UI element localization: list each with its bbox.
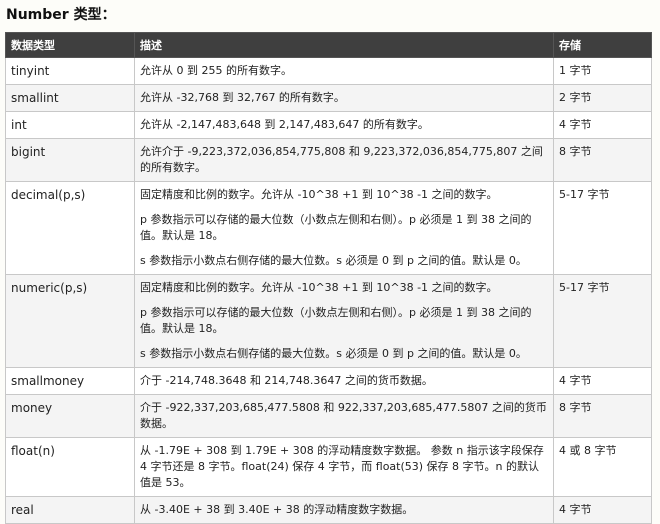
table-row: tinyint 允许从 0 到 255 的所有数字。 1 字节: [5, 57, 652, 85]
storage-cell: 4 字节: [553, 496, 652, 524]
description-cell: 允许从 0 到 255 的所有数字。: [134, 57, 554, 85]
type-cell: int: [5, 111, 135, 139]
storage-cell: 5-17 字节: [553, 181, 652, 275]
header-type: 数据类型: [5, 32, 135, 58]
storage-cell: 4 或 8 字节: [553, 437, 652, 497]
table-row: smallint 允许从 -32,768 到 32,767 的所有数字。 2 字节: [5, 84, 652, 112]
type-cell: numeric(p,s): [5, 274, 135, 368]
type-cell: float(n): [5, 437, 135, 497]
storage-cell: 4 字节: [553, 111, 652, 139]
storage-cell: 8 字节: [553, 138, 652, 182]
section-title: Number 类型：: [6, 7, 116, 23]
storage-cell: 2 字节: [553, 84, 652, 112]
storage-cell: 4 字节: [553, 367, 652, 395]
description-cell: 允许从 -32,768 到 32,767 的所有数字。: [134, 84, 554, 112]
type-cell: bigint: [5, 138, 135, 182]
table-row: bigint 允许介于 -9,223,372,036,854,775,808 和 …: [5, 138, 652, 182]
table-row: decimal(p,s) 固定精度和比例的数字。允许从 -10^38 +1 到 1…: [5, 181, 652, 275]
type-cell: smallmoney: [5, 367, 135, 395]
header-description: 描述: [134, 32, 554, 58]
description-cell: 允许从 -2,147,483,648 到 2,147,483,647 的所有数字…: [134, 111, 554, 139]
table-row: int 允许从 -2,147,483,648 到 2,147,483,647 的所…: [5, 111, 652, 139]
type-cell: real: [5, 496, 135, 524]
description-paragraph: p 参数指示可以存储的最大位数（小数点左侧和右侧）。p 必须是 1 到 38 之…: [140, 213, 532, 242]
description-paragraph: 允许从 -2,147,483,648 到 2,147,483,647 的所有数字…: [140, 118, 429, 131]
description-cell: 固定精度和比例的数字。允许从 -10^38 +1 到 10^38 -1 之间的数…: [134, 181, 554, 275]
table-row: float(n) 从 -1.79E + 308 到 1.79E + 308 的浮动…: [5, 437, 652, 497]
description-paragraph: 介于 -214,748.3648 和 214,748.3647 之间的货币数据。: [140, 374, 433, 387]
type-cell: smallint: [5, 84, 135, 112]
description-cell: 允许介于 -9,223,372,036,854,775,808 和 9,223,…: [134, 138, 554, 182]
description-cell: 从 -1.79E + 308 到 1.79E + 308 的浮动精度数字数据。 …: [134, 437, 554, 497]
header-storage: 存储: [553, 32, 652, 58]
description-paragraph: 允许从 0 到 255 的所有数字。: [140, 64, 292, 77]
description-paragraph: p 参数指示可以存储的最大位数（小数点左侧和右侧）。p 必须是 1 到 38 之…: [140, 306, 532, 335]
type-cell: tinyint: [5, 57, 135, 85]
table-row: real 从 -3.40E + 38 到 3.40E + 38 的浮动精度数字数据…: [5, 496, 652, 524]
description-paragraph: 固定精度和比例的数字。允许从 -10^38 +1 到 10^38 -1 之间的数…: [140, 281, 498, 294]
description-paragraph: 从 -3.40E + 38 到 3.40E + 38 的浮动精度数字数据。: [140, 503, 414, 516]
type-cell: money: [5, 394, 135, 438]
description-cell: 介于 -214,748.3648 和 214,748.3647 之间的货币数据。: [134, 367, 554, 395]
table-header-row: 数据类型 描述 存储: [5, 32, 652, 58]
table-row: numeric(p,s) 固定精度和比例的数字。允许从 -10^38 +1 到 1…: [5, 274, 652, 368]
description-paragraph: 允许从 -32,768 到 32,767 的所有数字。: [140, 91, 345, 104]
description-paragraph: 允许介于 -9,223,372,036,854,775,808 和 9,223,…: [140, 145, 543, 174]
description-paragraph: s 参数指示小数点右侧存储的最大位数。s 必须是 0 到 p 之间的值。默认是 …: [140, 347, 527, 360]
type-cell: decimal(p,s): [5, 181, 135, 275]
storage-cell: 1 字节: [553, 57, 652, 85]
number-types-table: 数据类型 描述 存储 tinyint 允许从 0 到 255 的所有数字。 1 字节…: [5, 32, 652, 524]
description-paragraph: s 参数指示小数点右侧存储的最大位数。s 必须是 0 到 p 之间的值。默认是 …: [140, 254, 527, 267]
description-paragraph: 固定精度和比例的数字。允许从 -10^38 +1 到 10^38 -1 之间的数…: [140, 188, 498, 201]
storage-cell: 8 字节: [553, 394, 652, 438]
description-cell: 固定精度和比例的数字。允许从 -10^38 +1 到 10^38 -1 之间的数…: [134, 274, 554, 368]
description-paragraph: 从 -1.79E + 308 到 1.79E + 308 的浮动精度数字数据。 …: [140, 444, 544, 489]
description-paragraph: 介于 -922,337,203,685,477.5808 和 922,337,2…: [140, 401, 547, 430]
table-row: smallmoney 介于 -214,748.3648 和 214,748.364…: [5, 367, 652, 395]
description-cell: 介于 -922,337,203,685,477.5808 和 922,337,2…: [134, 394, 554, 438]
description-cell: 从 -3.40E + 38 到 3.40E + 38 的浮动精度数字数据。: [134, 496, 554, 524]
storage-cell: 5-17 字节: [553, 274, 652, 368]
table-row: money 介于 -922,337,203,685,477.5808 和 922,…: [5, 394, 652, 438]
